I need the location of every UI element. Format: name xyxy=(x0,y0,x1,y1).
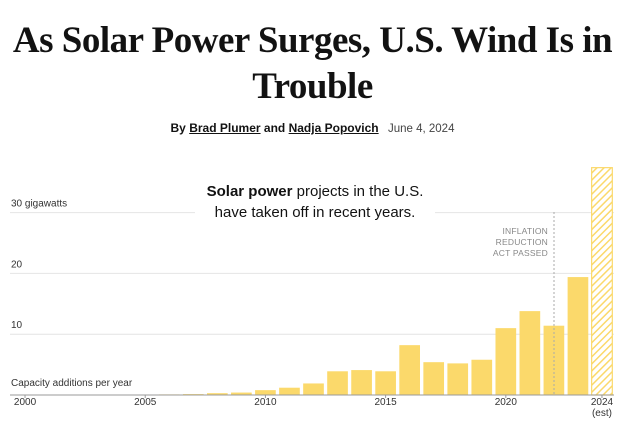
x-tick-label: 2005 xyxy=(134,397,157,408)
event-label: INFLATION REDUCTION ACT PASSED xyxy=(480,226,548,259)
bar xyxy=(591,167,613,396)
bar xyxy=(303,383,324,395)
annotation-text: projects in the U.S. have taken off in r… xyxy=(214,183,424,221)
bar xyxy=(519,311,541,395)
y-tick-label: 30 gigawatts xyxy=(11,199,67,210)
annotation: Solar power projects in the U.S. have ta… xyxy=(195,181,435,223)
author-link[interactable]: Nadja Popovich xyxy=(288,121,379,135)
bar xyxy=(399,345,420,395)
annotation-bold: Solar power xyxy=(206,183,293,200)
bar xyxy=(495,328,517,395)
byline: By Brad Plumer and Nadja Popovich June 4… xyxy=(0,121,625,135)
bar xyxy=(279,387,300,395)
x-tick-label: 2000 xyxy=(13,397,37,408)
bar xyxy=(231,392,252,395)
bar xyxy=(471,359,493,395)
bar xyxy=(327,371,348,395)
bar xyxy=(567,277,589,395)
author-link[interactable]: Brad Plumer xyxy=(189,121,261,135)
bar xyxy=(375,371,396,395)
date: June 4, 2024 xyxy=(387,123,455,135)
bar xyxy=(423,362,445,395)
x-tick-label: 2010 xyxy=(254,397,277,408)
x-tick-label: 2020 xyxy=(494,397,517,408)
bar xyxy=(351,370,372,395)
x-tick-label: 2015 xyxy=(374,397,397,408)
y-tick-label: 20 xyxy=(11,259,23,270)
y-tick-label: 10 xyxy=(11,320,23,331)
bar xyxy=(255,390,276,395)
by: By xyxy=(170,121,186,135)
bar xyxy=(447,363,469,395)
y-axis-label: Capacity additions per year xyxy=(11,378,133,389)
x-tick-label: 2024 (est) xyxy=(590,397,614,419)
bar xyxy=(207,393,228,395)
headline: As Solar Power Surges, U.S. Wind Is in T… xyxy=(12,20,613,107)
and: and xyxy=(263,121,286,135)
